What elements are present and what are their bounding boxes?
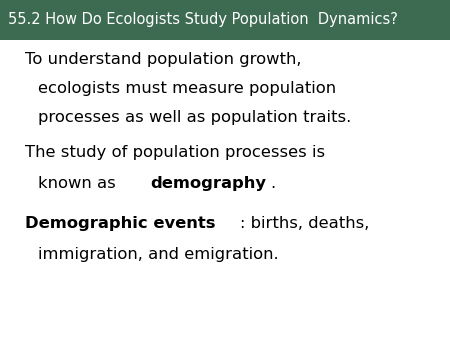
Text: ecologists must measure population: ecologists must measure population <box>38 81 337 96</box>
Text: demography: demography <box>150 176 266 191</box>
Text: processes as well as population traits.: processes as well as population traits. <box>38 110 351 125</box>
Text: 55.2 How Do Ecologists Study Population  Dynamics?: 55.2 How Do Ecologists Study Population … <box>8 13 398 27</box>
Text: The study of population processes is: The study of population processes is <box>25 145 325 160</box>
Text: Demographic events: Demographic events <box>25 216 215 231</box>
Text: immigration, and emigration.: immigration, and emigration. <box>38 247 279 262</box>
Text: : births, deaths,: : births, deaths, <box>240 216 369 231</box>
Text: .: . <box>270 176 275 191</box>
Text: To understand population growth,: To understand population growth, <box>25 52 301 67</box>
Text: known as: known as <box>38 176 121 191</box>
Bar <box>0 0 450 40</box>
